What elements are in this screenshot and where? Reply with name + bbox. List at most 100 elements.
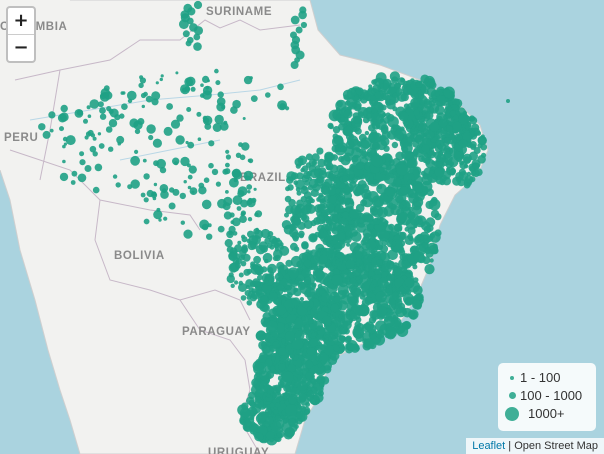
map-marker[interactable] (247, 241, 257, 251)
map-marker[interactable] (411, 315, 416, 320)
map-marker[interactable] (254, 432, 264, 442)
map-marker[interactable] (386, 241, 393, 248)
map-marker[interactable] (261, 283, 272, 294)
map-marker[interactable] (363, 338, 375, 349)
map-marker[interactable] (316, 326, 322, 331)
map-marker[interactable] (349, 200, 355, 205)
map-marker[interactable] (241, 402, 249, 410)
map-marker[interactable] (336, 335, 346, 344)
map-marker[interactable] (290, 205, 301, 215)
map-marker[interactable] (214, 114, 224, 125)
map-marker[interactable] (159, 184, 169, 193)
map-marker[interactable] (247, 217, 253, 222)
map-marker[interactable] (417, 216, 423, 222)
map-marker[interactable] (215, 80, 221, 86)
map-marker[interactable] (261, 303, 270, 313)
map-marker[interactable] (89, 99, 100, 109)
map-marker[interactable] (275, 415, 282, 421)
map-marker[interactable] (226, 274, 235, 284)
map-marker[interactable] (152, 138, 162, 148)
map-marker[interactable] (225, 190, 229, 194)
map-marker[interactable] (289, 353, 295, 359)
map-marker[interactable] (84, 165, 92, 172)
map-marker[interactable] (97, 132, 102, 136)
map-marker[interactable] (469, 176, 476, 183)
map-marker[interactable] (186, 107, 192, 112)
map-marker[interactable] (340, 116, 346, 122)
map-marker[interactable] (365, 239, 377, 251)
map-marker[interactable] (151, 91, 161, 101)
map-marker[interactable] (106, 106, 112, 112)
map-marker[interactable] (217, 198, 227, 209)
map-marker[interactable] (260, 228, 271, 239)
map-marker[interactable] (294, 330, 305, 341)
map-marker[interactable] (229, 177, 239, 188)
map-marker[interactable] (421, 241, 429, 249)
map-marker[interactable] (391, 124, 397, 130)
map-marker[interactable] (134, 128, 141, 135)
map-marker[interactable] (429, 198, 438, 207)
map-marker[interactable] (274, 272, 284, 281)
map-marker[interactable] (425, 249, 434, 258)
map-marker[interactable] (475, 168, 483, 176)
map-marker[interactable] (86, 105, 91, 110)
map-marker[interactable] (420, 170, 426, 176)
map-marker[interactable] (346, 242, 351, 247)
map-marker[interactable] (59, 126, 64, 132)
map-marker[interactable] (284, 212, 289, 218)
map-marker[interactable] (376, 306, 388, 317)
map-marker[interactable] (298, 392, 307, 402)
map-marker[interactable] (423, 225, 432, 234)
map-marker[interactable] (325, 217, 333, 225)
map-marker[interactable] (251, 290, 260, 300)
map-marker[interactable] (127, 98, 133, 104)
map-marker[interactable] (336, 252, 343, 259)
map-marker[interactable] (249, 426, 258, 435)
map-marker[interactable] (449, 168, 457, 175)
map-marker[interactable] (290, 61, 299, 69)
map-marker[interactable] (200, 83, 204, 87)
map-marker[interactable] (121, 103, 128, 110)
map-marker[interactable] (371, 230, 378, 238)
map-marker[interactable] (247, 230, 255, 238)
map-marker[interactable] (255, 244, 266, 255)
map-marker[interactable] (328, 247, 335, 254)
map-marker[interactable] (212, 123, 222, 132)
map-marker[interactable] (291, 338, 303, 350)
map-marker[interactable] (182, 30, 190, 38)
map-marker[interactable] (246, 295, 252, 300)
map-marker[interactable] (320, 292, 331, 303)
map-marker[interactable] (203, 177, 210, 183)
map-marker[interactable] (365, 173, 374, 183)
map-marker[interactable] (315, 214, 326, 225)
map-marker[interactable] (255, 330, 267, 341)
map-marker[interactable] (385, 161, 390, 166)
map-marker[interactable] (477, 135, 487, 145)
map-marker[interactable] (246, 199, 253, 206)
map-marker[interactable] (268, 292, 278, 302)
map-marker[interactable] (163, 216, 168, 221)
map-marker[interactable] (296, 260, 304, 268)
map-marker[interactable] (370, 154, 383, 167)
map-marker[interactable] (331, 154, 339, 161)
map-marker[interactable] (303, 220, 313, 229)
map-marker[interactable] (99, 107, 106, 114)
map-marker[interactable] (156, 207, 161, 212)
map-marker[interactable] (418, 116, 426, 123)
zoom-out-button[interactable]: − (8, 34, 34, 61)
map-marker[interactable] (185, 40, 192, 47)
map-marker[interactable] (269, 402, 275, 408)
map-marker[interactable] (309, 233, 318, 242)
map-marker[interactable] (301, 165, 309, 172)
map-marker[interactable] (305, 287, 316, 297)
map-marker[interactable] (402, 309, 408, 315)
map-marker[interactable] (317, 362, 323, 368)
map-marker[interactable] (217, 91, 224, 98)
map-marker[interactable] (253, 187, 257, 191)
map-marker[interactable] (140, 92, 147, 99)
map-marker[interactable] (328, 253, 333, 258)
map-marker[interactable] (265, 416, 274, 425)
map-marker[interactable] (333, 296, 341, 303)
map-marker[interactable] (284, 331, 296, 342)
map-marker[interactable] (49, 128, 54, 133)
